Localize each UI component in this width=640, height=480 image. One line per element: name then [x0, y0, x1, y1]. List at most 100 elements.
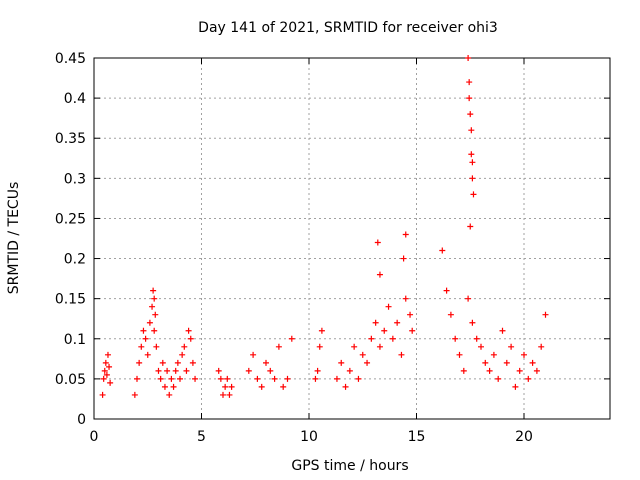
- data-point: [372, 319, 379, 326]
- data-point: [271, 375, 278, 382]
- data-point: [159, 359, 166, 366]
- y-axis-label: SRMTID / TECUs: [6, 182, 22, 295]
- y-tick-label: 0.45: [55, 51, 86, 67]
- data-point: [275, 343, 282, 350]
- data-point: [318, 327, 325, 334]
- data-point: [150, 287, 157, 294]
- data-point: [136, 359, 143, 366]
- y-tick-label: 0.4: [64, 91, 86, 107]
- data-point: [376, 271, 383, 278]
- data-point: [181, 343, 188, 350]
- data-point: [346, 367, 353, 374]
- data-point: [466, 79, 473, 86]
- data-point: [470, 191, 477, 198]
- data-point: [179, 351, 186, 358]
- data-point: [400, 255, 407, 262]
- data-point: [533, 367, 540, 374]
- data-point: [465, 295, 472, 302]
- data-point: [161, 383, 168, 390]
- data-point: [381, 327, 388, 334]
- data-point: [138, 343, 145, 350]
- data-point: [168, 375, 175, 382]
- plot-frame: [93, 57, 611, 420]
- data-point: [447, 311, 454, 318]
- data-point: [468, 127, 475, 134]
- data-point: [452, 335, 459, 342]
- data-point: [469, 175, 476, 182]
- data-point: [254, 375, 261, 382]
- data-point: [164, 367, 171, 374]
- x-tick-label: 20: [515, 429, 533, 445]
- data-point: [374, 239, 381, 246]
- x-tick-label: 5: [197, 429, 206, 445]
- data-point: [149, 303, 156, 310]
- data-point: [100, 375, 107, 382]
- data-point: [508, 343, 515, 350]
- data-point: [473, 335, 480, 342]
- data-point: [131, 391, 138, 398]
- data-point: [503, 359, 510, 366]
- data-point: [134, 375, 140, 382]
- data-point: [217, 375, 224, 382]
- data-point: [486, 367, 493, 374]
- data-point: [398, 351, 405, 358]
- data-point: [482, 359, 489, 366]
- data-point: [495, 375, 502, 382]
- data-point: [177, 375, 183, 382]
- data-point: [409, 327, 416, 334]
- data-point: [102, 359, 109, 366]
- data-point: [144, 351, 151, 358]
- data-point: [538, 343, 545, 350]
- data-point: [402, 295, 409, 302]
- data-point: [333, 375, 340, 382]
- data-point: [146, 319, 153, 326]
- data-point: [284, 375, 291, 382]
- data-point: [402, 231, 409, 238]
- data-point: [288, 335, 295, 342]
- data-point: [250, 351, 257, 358]
- data-point: [468, 151, 475, 158]
- y-tick-label: 0.3: [64, 171, 86, 187]
- y-tick-label: 0.35: [55, 131, 86, 147]
- data-point: [258, 383, 265, 390]
- data-point: [490, 351, 497, 358]
- data-point: [263, 359, 269, 366]
- data-point: [516, 367, 523, 374]
- data-point: [342, 383, 349, 390]
- data-point: [351, 343, 358, 350]
- data-point: [359, 351, 366, 358]
- data-point: [525, 375, 532, 382]
- data-point: [364, 359, 371, 366]
- data-point: [443, 287, 450, 294]
- data-point: [542, 311, 549, 318]
- x-tick-label: 10: [300, 429, 318, 445]
- data-point: [103, 371, 110, 378]
- data-point: [155, 367, 162, 374]
- data-point: [224, 375, 231, 382]
- data-point: [355, 375, 362, 382]
- y-tick-label: 0.25: [55, 211, 86, 227]
- data-point: [215, 367, 222, 374]
- data-point: [106, 363, 113, 370]
- data-point: [407, 311, 414, 318]
- x-tick-label: 0: [90, 429, 99, 445]
- data-point: [512, 383, 519, 390]
- data-points: [99, 55, 549, 398]
- y-tick-label: 0.15: [55, 292, 86, 308]
- data-point: [267, 367, 274, 374]
- data-point: [142, 335, 149, 342]
- data-point: [389, 335, 396, 342]
- data-point: [465, 55, 472, 61]
- data-point: [152, 311, 159, 318]
- data-point: [460, 367, 467, 374]
- data-point: [280, 383, 287, 390]
- data-point: [316, 343, 323, 350]
- data-point: [189, 359, 196, 366]
- data-point: [183, 367, 190, 374]
- data-point: [174, 359, 181, 366]
- data-point: [467, 111, 474, 118]
- data-point: [166, 391, 173, 398]
- data-point: [521, 351, 527, 358]
- data-point: [220, 391, 226, 398]
